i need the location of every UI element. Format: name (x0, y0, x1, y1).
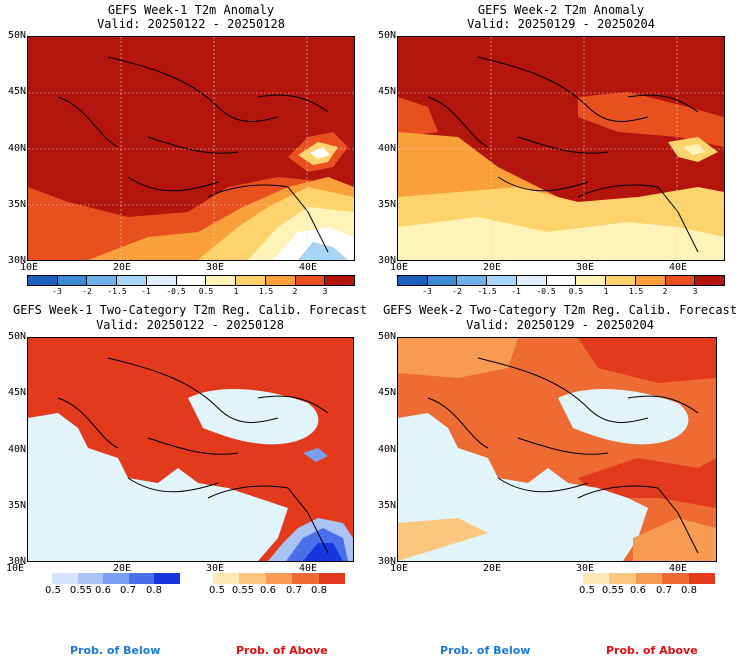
lon-label-10e: 10E (390, 563, 409, 574)
lat-label-45n: 45N (7, 387, 26, 398)
lon-label-10e: 10E (20, 262, 39, 273)
lat-label-50n: 50N (377, 331, 396, 342)
anomaly-colorbar (397, 275, 725, 286)
anomaly-map (397, 36, 725, 261)
colorbar-tick: 0.55 (231, 585, 255, 596)
colorbar-tick: 0.5 (45, 585, 61, 596)
colorbar-tick: 0.5 (568, 287, 584, 296)
panel-valid-dates: Valid: 20250122 - 20250128 (96, 318, 284, 332)
lat-label-30n: 30N (7, 556, 26, 567)
colorbar-tick: 2 (662, 287, 668, 296)
lon-label-20e: 20E (113, 563, 132, 574)
lat-label-50n: 50N (377, 30, 396, 41)
colorbar-tick: 0.7 (286, 585, 302, 596)
lon-label-40e: 40E (299, 262, 318, 273)
panel-valid-dates: Valid: 20250122 - 20250128 (97, 17, 285, 31)
colorbar-tick: 0.6 (630, 585, 646, 596)
colorbar-tick: 3 (322, 287, 328, 296)
lat-label-40n: 40N (7, 143, 26, 154)
panel-week1-probability: GEFS Week-1 Two-Category T2m Reg. Calib.… (0, 300, 370, 662)
probability-map (397, 337, 717, 562)
colorbar-tick: 1 (603, 287, 609, 296)
prob-below-label: Prob. of Below (70, 644, 161, 657)
panel-week2-probability: GEFS Week-2 Two-Category T2m Reg. Calib.… (370, 300, 740, 662)
colorbar-tick: 1 (233, 287, 239, 296)
lon-label-30e: 30E (206, 262, 225, 273)
panel-valid-dates: Valid: 20250129 - 20250204 (467, 17, 655, 31)
lat-label-35n: 35N (377, 500, 396, 511)
prob-above-label: Prob. of Above (236, 644, 328, 657)
lat-label-30n: 30N (377, 556, 396, 567)
colorbar-tick: -3 (422, 287, 432, 296)
lat-label-35n: 35N (377, 199, 396, 210)
anomaly-colorbar (27, 275, 355, 286)
colorbar-tick: 2 (292, 287, 298, 296)
colorbar-tick: -1.5 (107, 287, 127, 296)
prob-above-label: Prob. of Above (606, 644, 698, 657)
colorbar-tick: 0.8 (146, 585, 162, 596)
lon-label-20e: 20E (113, 262, 132, 273)
anomaly-map (27, 36, 355, 261)
colorbar-tick: 1.5 (628, 287, 644, 296)
colorbar-tick: 0.5 (209, 585, 225, 596)
below-probability-colorbar (52, 573, 180, 584)
above-probability-colorbar (583, 573, 716, 584)
colorbar-tick: 1.5 (258, 287, 274, 296)
colorbar-tick: 0.8 (681, 585, 697, 596)
colorbar-tick: 0.55 (69, 585, 93, 596)
panel-week2-anomaly: GEFS Week-2 T2m Anomaly Valid: 20250129 … (370, 0, 740, 300)
colorbar-tick: 0.5 (579, 585, 595, 596)
colorbar-tick: 0.8 (311, 585, 327, 596)
panel-title: GEFS Week-1 T2m Anomaly (107, 3, 275, 17)
colorbar-tick: 3 (692, 287, 698, 296)
lat-label-40n: 40N (377, 444, 396, 455)
colorbar-tick: 0.7 (120, 585, 136, 596)
lat-label-35n: 35N (7, 500, 26, 511)
panel-title: GEFS Week-1 Two-Category T2m Reg. Calib.… (12, 303, 367, 317)
colorbar-tick: 0.7 (656, 585, 672, 596)
panel-title: GEFS Week-2 T2m Anomaly (477, 3, 645, 17)
lat-label-50n: 50N (7, 331, 26, 342)
colorbar-tick: 0.5 (198, 287, 214, 296)
colorbar-tick: 0.55 (601, 585, 625, 596)
lon-label-40e: 40E (299, 563, 318, 574)
colorbar-tick: -1.5 (477, 287, 497, 296)
panel-week1-anomaly: GEFS Week-1 T2m Anomaly Valid: 20250122 … (0, 0, 370, 300)
lat-label-50n: 50N (7, 30, 26, 41)
colorbar-tick: -0.5 (166, 287, 186, 296)
lat-label-40n: 40N (7, 444, 26, 455)
lon-label-10e: 10E (6, 563, 25, 574)
lon-label-40e: 40E (669, 262, 688, 273)
colorbar-tick: 0.6 (260, 585, 276, 596)
panel-valid-dates: Valid: 20250129 - 20250204 (466, 318, 654, 332)
lat-label-45n: 45N (377, 387, 396, 398)
colorbar-tick: -3 (52, 287, 62, 296)
colorbar-tick: -1 (141, 287, 151, 296)
lat-label-40n: 40N (377, 143, 396, 154)
colorbar-tick: -1 (511, 287, 521, 296)
prob-below-label: Prob. of Below (440, 644, 531, 657)
lat-label-30n: 30N (7, 255, 26, 266)
probability-map (27, 337, 354, 562)
colorbar-tick: 0.6 (95, 585, 111, 596)
lat-label-45n: 45N (377, 86, 396, 97)
lat-label-35n: 35N (7, 199, 26, 210)
above-probability-colorbar (213, 573, 346, 584)
panel-title: GEFS Week-2 Two-Category T2m Reg. Calib.… (382, 303, 737, 317)
colorbar-tick: -2 (82, 287, 92, 296)
lon-label-40e: 40E (669, 563, 688, 574)
colorbar-tick: -0.5 (536, 287, 556, 296)
lon-label-30e: 30E (576, 262, 595, 273)
lon-label-10e: 10E (390, 262, 409, 273)
lat-label-45n: 45N (7, 86, 26, 97)
lon-label-30e: 30E (206, 563, 225, 574)
colorbar-tick: -2 (452, 287, 462, 296)
lon-label-20e: 20E (483, 563, 502, 574)
lon-label-30e: 30E (576, 563, 595, 574)
lon-label-20e: 20E (483, 262, 502, 273)
lat-label-30n: 30N (377, 255, 396, 266)
